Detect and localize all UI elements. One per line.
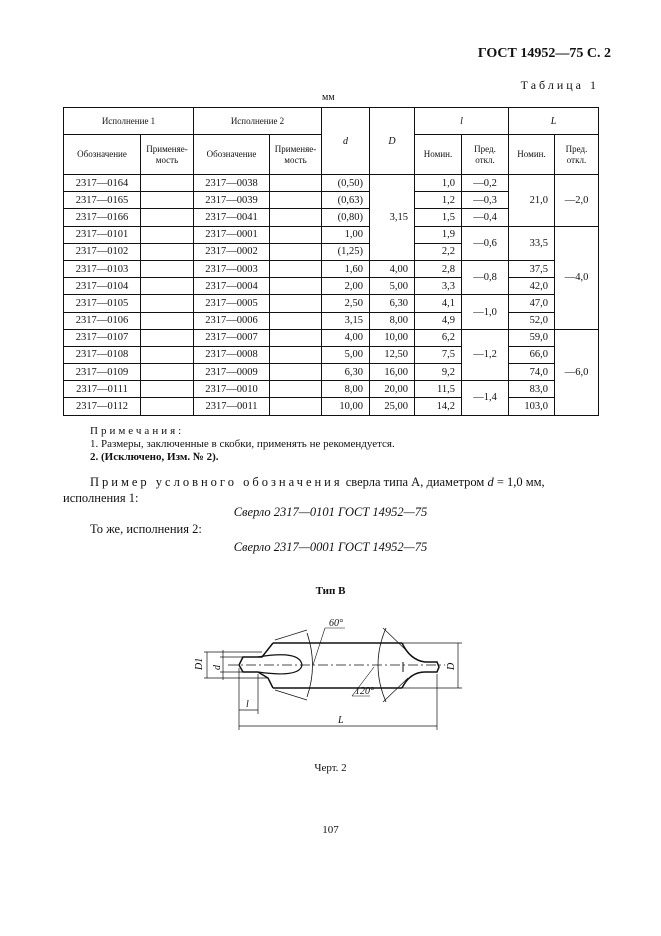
example-lead: Пример условного обозначения — [90, 475, 343, 489]
notes: Примечания: 1. Размеры, заключенные в ск… — [90, 425, 395, 464]
cell-L-tol: —6,0 — [554, 328, 599, 416]
table-row: 2317—0108 2317—0008 5,00 12,50 7,5 66,0 — [63, 345, 599, 365]
cell-D: 25,00 — [369, 397, 415, 416]
notes-title: Примечания: — [90, 425, 185, 437]
table-row: 2317—0112 2317—0011 10,00 25,00 14,2 103,0 — [63, 397, 599, 416]
header-L-pred: Пред. откл. — [554, 134, 599, 175]
table-row: 2317—0107 2317—0007 4,00 10,00 6,2 —1,2 59,0 —6… — [63, 328, 599, 416]
page-number: 107 — [322, 824, 339, 836]
label-angle-120: 120° — [355, 686, 374, 697]
table-label: Таблица 1 — [520, 78, 599, 92]
figure-title: Тип В — [315, 585, 346, 597]
header-prim-1: Применяе-мость — [140, 134, 194, 175]
table-row: 2317—0106 2317—0006 3,15 8,00 4,9 52,0 — [63, 311, 599, 330]
dimension-lines — [204, 642, 462, 730]
note-2: 2. (Исключено, Изм. № 2). — [90, 451, 219, 463]
cell-L-nom: 33,5 — [508, 225, 555, 261]
same-text: То же, исполнения 2: — [90, 522, 202, 536]
figure-caption: Черт. 2 — [314, 762, 347, 774]
table-row: 2317—0165 2317—0039 (0,63) 1,2 —0,3 — [63, 191, 599, 210]
label-l: l — [246, 699, 249, 710]
table-row: 2317—0103 2317—0003 1,60 4,00 2,8 —0,8 37,5 — [63, 259, 599, 296]
example-paragraph: Пример условного обозначения сверла типа… — [63, 474, 599, 506]
note-1: 1. Размеры, заключенные в скобки, примен… — [90, 438, 395, 450]
example-d: d — [487, 475, 494, 489]
cell-D: 3,15 — [369, 174, 415, 261]
header-l-nom: Номин. — [414, 134, 462, 175]
table-row: 2317—0101 2317—0001 1,00 1,9 —0,6 33,5 —4,0 — [63, 225, 599, 330]
drill-dimensions-table: Исполнение 1 Исполнение 2 d D l L Обозна… — [63, 107, 599, 416]
label-D1: D1 — [194, 658, 205, 671]
designation-2: Сверло 2317—0001 ГОСТ 14952—75 — [233, 540, 428, 554]
example-text-2: = 1,0 мм, исполнения 1: — [63, 475, 545, 505]
label-angle-60: 60° — [329, 618, 343, 629]
designation-1: Сверло 2317—0101 ГОСТ 14952—75 — [233, 505, 428, 519]
table-row: 2317—0105 2317—0005 2,50 6,30 4,1 —1,0 47,0 — [63, 294, 599, 330]
table-row: 2317—0104 2317—0004 2,00 5,00 3,3 42,0 — [63, 277, 599, 296]
cell-l-tol: —1,0 — [461, 294, 509, 330]
cell-l-tol: —0,6 — [461, 225, 509, 261]
header-oboz-2: Обозначение — [193, 134, 270, 175]
header-isp2: Исполнение 2 — [193, 107, 322, 135]
table-row: 2317—0111 2317—0010 8,00 20,00 11,5 —1,4 83,0 — [63, 380, 599, 416]
table-row: 2317—0166 2317—0041 (0,80) 1,5 —0,4 — [63, 208, 599, 227]
cell-l-tol: —1,4 — [461, 380, 509, 416]
cell-L-nom: 103,0 — [508, 397, 555, 416]
example-text: сверла типа А, диаметром — [342, 475, 488, 489]
unit-label: мм — [322, 92, 335, 103]
cell-L-nom: 74,0 — [508, 363, 555, 382]
label-L: L — [337, 715, 344, 726]
drill-body — [228, 627, 445, 703]
header-L: L — [508, 107, 599, 135]
label-D: D — [446, 662, 457, 671]
cell-L-tol: —4,0 — [554, 225, 599, 330]
label-d: d — [212, 664, 223, 670]
cell-l-tol: —0,3 — [461, 191, 509, 210]
page-header: ГОСТ 14952—75 С. 2 — [477, 46, 611, 61]
cell-l-nom: 14,2 — [414, 397, 462, 416]
cell-l-tol: —1,2 — [461, 328, 509, 382]
